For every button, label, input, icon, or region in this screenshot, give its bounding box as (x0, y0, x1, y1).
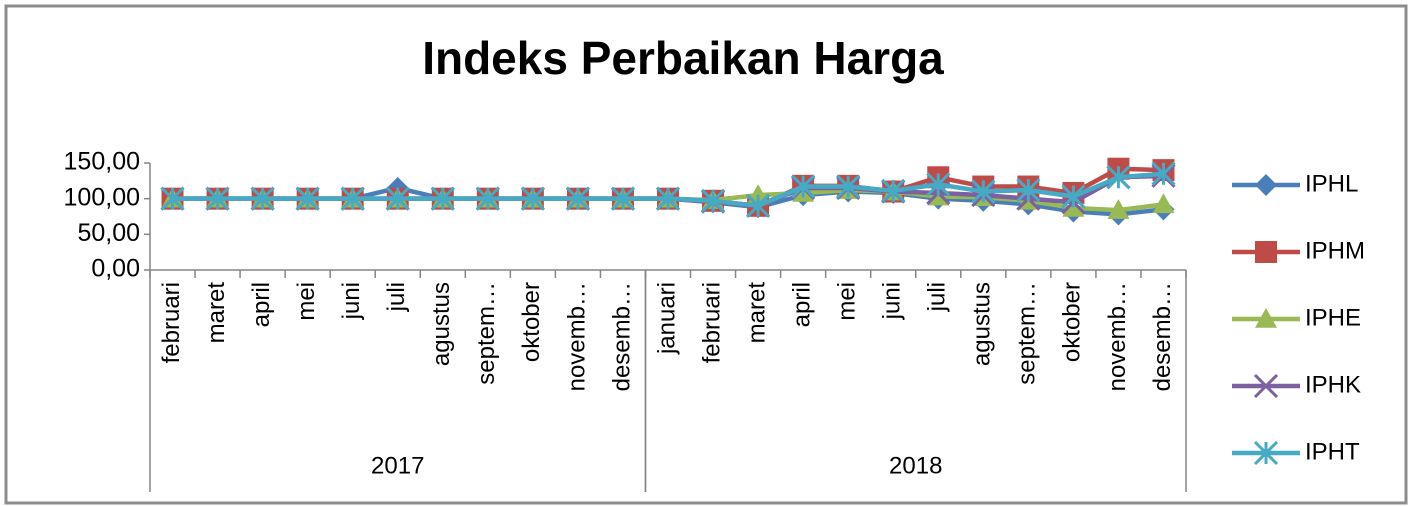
marker (430, 186, 455, 211)
marker (1016, 178, 1041, 203)
x-tick-label: oktober (518, 282, 545, 362)
marker (1107, 199, 1130, 219)
marker (565, 186, 590, 211)
marker (1255, 308, 1277, 328)
x-tick-label: septem… (1014, 282, 1041, 385)
marker (655, 186, 681, 211)
x-tick-label: novemb… (1104, 282, 1131, 391)
marker (340, 186, 365, 211)
marker (836, 174, 861, 199)
legend-label: IPHK (1305, 371, 1361, 398)
marker (1106, 165, 1131, 190)
marker (295, 186, 320, 211)
marker (791, 174, 816, 199)
legend-label: IPHE (1305, 304, 1361, 331)
x-tick-label: oktober (1059, 282, 1086, 362)
marker (700, 188, 726, 213)
x-tick-label: juni (879, 282, 906, 320)
x-tick-label: septem… (473, 282, 500, 385)
marker (205, 186, 230, 211)
marker (746, 193, 771, 218)
group-label: 2017 (371, 452, 424, 479)
marker (520, 186, 545, 211)
x-tick-label: mei (293, 282, 320, 321)
x-tick-label: novemb… (563, 282, 590, 391)
marker (1061, 184, 1086, 209)
legend-label: IPHL (1305, 170, 1358, 197)
marker (1152, 193, 1175, 214)
marker (881, 178, 906, 203)
marker (1253, 373, 1279, 399)
y-tick-label: 150,00 (64, 148, 140, 176)
x-tick-label: juli (924, 282, 951, 312)
legend-label: IPHT (1305, 438, 1360, 465)
x-tick-label: agustus (969, 282, 996, 366)
marker (610, 186, 636, 211)
marker (385, 186, 410, 211)
chart-title: Indeks Perbaikan Harga (422, 32, 944, 84)
x-tick-label: agustus (428, 282, 455, 366)
marker (1255, 241, 1277, 263)
marker (1255, 174, 1277, 196)
x-tick-label: februari (158, 282, 185, 363)
marker (971, 179, 996, 204)
y-tick-label: 50,00 (77, 219, 140, 247)
marker (1253, 440, 1279, 466)
x-tick-label: juli (383, 282, 410, 312)
x-tick-label: april (788, 282, 815, 327)
marker (1151, 161, 1176, 186)
chart-frame (4, 4, 1408, 505)
marker (160, 186, 185, 211)
x-tick-label: juni (338, 282, 365, 320)
marker (475, 186, 500, 211)
x-tick-label: desemb… (1149, 282, 1176, 391)
x-tick-label: maret (203, 282, 230, 344)
x-tick-label: januari (653, 282, 680, 355)
group-label: 2018 (889, 452, 942, 479)
x-tick-label: februari (698, 282, 725, 363)
marker (926, 172, 951, 197)
marker (250, 186, 275, 211)
x-tick-label: desemb… (608, 282, 635, 391)
x-tick-label: april (248, 282, 275, 327)
x-tick-label: mei (834, 282, 861, 321)
x-tick-label: maret (743, 282, 770, 344)
y-tick-label: 0,00 (91, 255, 140, 283)
legend-label: IPHM (1305, 237, 1365, 264)
y-tick-label: 100,00 (64, 183, 140, 211)
